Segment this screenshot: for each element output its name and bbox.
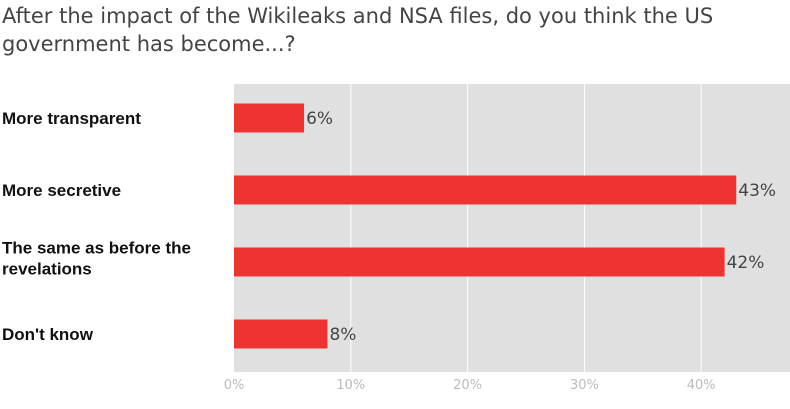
value-labels: 6% 43% 42% 8%: [306, 109, 776, 345]
x-tick-label: 0%: [224, 378, 245, 393]
bar: [234, 247, 725, 277]
gridlines: [350, 84, 702, 372]
chart-title: After the impact of the Wikileaks and NS…: [2, 4, 714, 56]
bar: [234, 319, 328, 349]
bar: [234, 103, 305, 133]
x-tick-label: 10%: [336, 378, 365, 393]
value-label: 6%: [306, 109, 333, 129]
x-axis-ticks: 0% 10% 20% 30% 40%: [224, 378, 716, 393]
category-label: More transparent: [2, 109, 141, 128]
x-tick-label: 20%: [453, 378, 482, 393]
category-label: Don't know: [2, 325, 94, 344]
bar: [234, 175, 737, 205]
value-label: 43%: [738, 181, 776, 201]
category-label: The same as before the revelations: [2, 239, 191, 279]
value-label: 42%: [727, 253, 765, 273]
x-tick-label: 40%: [687, 378, 716, 393]
category-label: More secretive: [2, 181, 121, 200]
x-tick-label: 30%: [570, 378, 599, 393]
bars: [234, 103, 737, 349]
value-label: 8%: [329, 325, 356, 345]
category-labels: More transparent More secretive The same a…: [2, 109, 191, 344]
